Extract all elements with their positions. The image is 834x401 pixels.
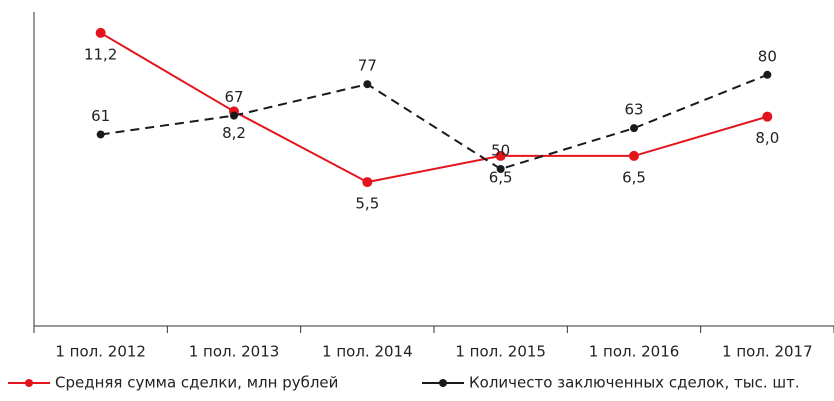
data-label: 6,5: [489, 168, 513, 186]
data-label: 63: [624, 101, 643, 119]
point: [362, 177, 373, 188]
x-tick-label: 1 пол. 2016: [589, 343, 680, 361]
point: [96, 130, 105, 139]
legend-marker: [439, 379, 447, 387]
point: [630, 124, 638, 133]
data-label: 50: [491, 142, 510, 160]
data-label: 67: [224, 88, 243, 106]
legend-label: Количесто заключенных сделок, тыс. шт.: [469, 374, 800, 392]
x-tick-label: 1 пол. 2013: [189, 343, 280, 361]
data-label: 5,5: [355, 195, 379, 213]
x-tick-label: 1 пол. 2017: [722, 343, 813, 361]
point: [762, 111, 773, 122]
x-tick-label: 1 пол. 2014: [322, 343, 413, 361]
legend-marker: [25, 379, 33, 387]
series-line: [100, 73, 768, 171]
point: [230, 111, 238, 120]
point: [496, 165, 505, 173]
data-label: 11,2: [84, 45, 117, 63]
x-tick-label: 1 пол. 2015: [455, 343, 546, 361]
point: [95, 27, 106, 38]
series-line: [100, 32, 768, 184]
data-label: 8,2: [222, 124, 246, 142]
point: [763, 70, 772, 79]
data-label: 80: [758, 47, 777, 65]
data-label: 6,5: [622, 168, 646, 186]
point: [363, 80, 372, 89]
data-label: 8,0: [755, 129, 779, 147]
x-tick-label: 1 пол. 2012: [55, 343, 146, 361]
legend-label: Средняя сумма сделки, млн рублей: [55, 374, 338, 392]
data-label: 61: [91, 107, 110, 125]
data-label: 77: [358, 57, 377, 75]
point: [495, 150, 506, 161]
point: [629, 150, 639, 161]
